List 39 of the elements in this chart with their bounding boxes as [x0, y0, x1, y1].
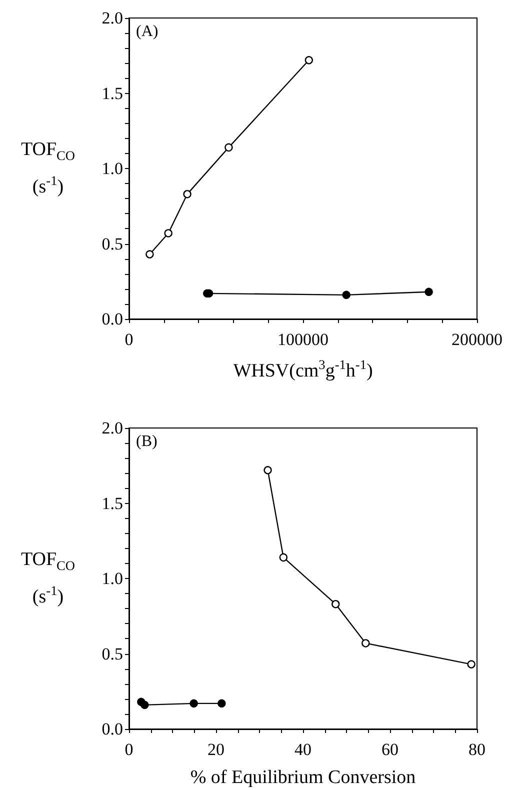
y-tick-label: 1.0 — [102, 569, 123, 588]
point — [224, 143, 233, 152]
annotation: (A) — [136, 23, 158, 41]
y-tick-label: 1.5 — [102, 84, 123, 103]
text: TOF$_{CO}$ (s$^{-1}$) — [20, 138, 76, 198]
point — [304, 56, 314, 64]
x-tick-label: 0 — [124, 740, 134, 759]
x-tick-label: 40 — [294, 740, 312, 759]
point — [218, 699, 226, 708]
point — [146, 250, 154, 258]
point — [424, 288, 433, 296]
y-tick-label: 0.0 — [102, 310, 123, 328]
y-tick-label: 2.0 — [102, 418, 123, 438]
annotation: (B) — [136, 433, 158, 451]
point — [190, 699, 198, 708]
text: TOF$_{CO}$ (s$^{-1}$) — [20, 548, 76, 608]
point — [279, 553, 288, 562]
y-tick-label: 0.0 — [102, 720, 123, 738]
x-axis-title: % of Equilibrium Conversion — [189, 767, 417, 789]
point — [342, 290, 350, 300]
x-tick-label: 100000 — [278, 330, 328, 349]
x-tick-label: 20 — [208, 740, 224, 759]
point — [164, 229, 172, 238]
y-tick-label: 0.5 — [102, 234, 123, 254]
x-tick-label: 200000 — [452, 330, 502, 349]
point — [467, 660, 476, 668]
x-tick-label: 60 — [382, 740, 398, 759]
point — [362, 639, 370, 648]
point — [264, 466, 272, 474]
x-tick-label: 0 — [124, 330, 134, 349]
point — [140, 700, 149, 710]
x-axis-title: WHSV(cm$^{3}$g$^{-1}$h$^{-1}$) — [232, 357, 374, 382]
y-tick-label: 0.5 — [102, 644, 123, 664]
y-tick-label: 1.5 — [102, 494, 123, 513]
y-tick-label: 2.0 — [102, 8, 123, 28]
x-tick-label: 80 — [468, 740, 486, 759]
point — [183, 190, 192, 198]
y-tick-label: 1.0 — [102, 159, 123, 178]
point — [332, 600, 340, 608]
